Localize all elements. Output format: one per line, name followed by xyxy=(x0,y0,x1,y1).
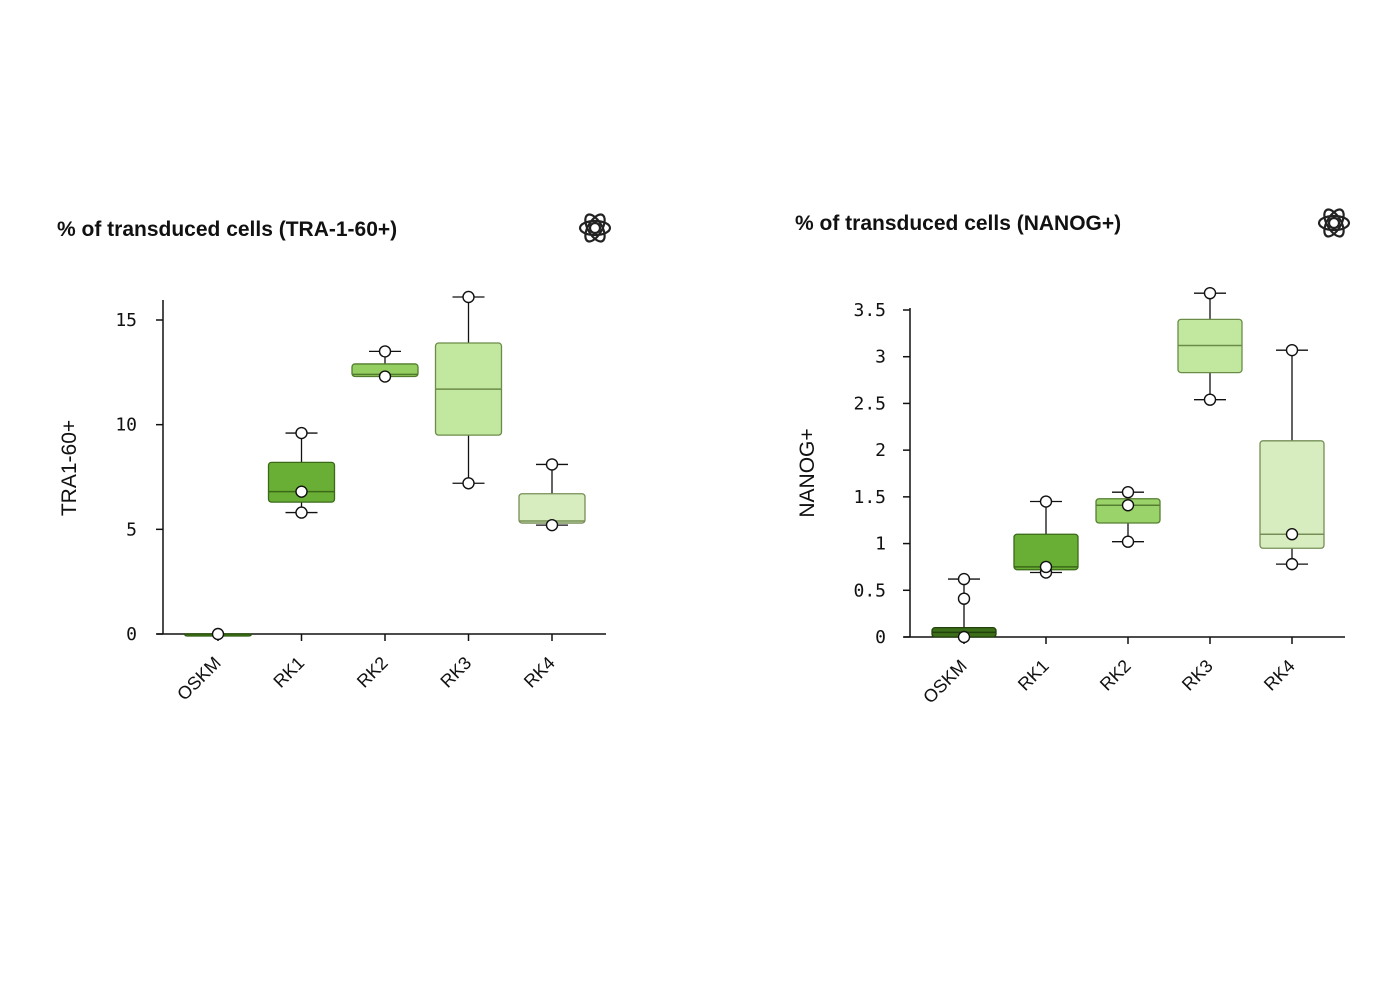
y-axis-label: NANOG+ xyxy=(796,428,819,517)
data-point xyxy=(957,592,971,605)
y-tick-label: 3.5 xyxy=(853,300,886,321)
y-tick-label: 1 xyxy=(875,534,886,555)
data-point xyxy=(462,290,475,304)
chart-title: % of transduced cells (NANOG+) xyxy=(795,212,1121,235)
data-point xyxy=(378,345,392,358)
openai-logo-icon xyxy=(1317,208,1351,238)
data-point xyxy=(545,458,559,471)
box-rk2 xyxy=(351,345,419,383)
x-tick-label: RK1 xyxy=(269,653,308,692)
data-point xyxy=(1285,557,1299,571)
data-point xyxy=(1121,535,1135,548)
x-tick-label: RK3 xyxy=(1178,656,1217,695)
x-tick-label: RK4 xyxy=(1260,656,1299,695)
box-rk4 xyxy=(1259,343,1325,571)
chart-nanog: % of transduced cells (NANOG+) NANOG+ 00… xyxy=(795,208,1351,708)
openai-logo-icon xyxy=(578,213,612,243)
data-point xyxy=(1039,495,1053,508)
x-tick-label: OSKM xyxy=(919,656,971,708)
x-tick-label: RK2 xyxy=(1096,656,1135,695)
box-oskm xyxy=(931,572,997,644)
chart-tra160: % of transduced cells (TRA-1-60+) TRA1-6… xyxy=(57,213,612,705)
data-point xyxy=(1039,560,1053,574)
data-point xyxy=(957,630,971,644)
y-tick-label: 10 xyxy=(115,415,137,436)
y-tick-label: 15 xyxy=(115,310,137,331)
y-tick-label: 2 xyxy=(875,440,886,461)
box-rk2 xyxy=(1095,485,1161,548)
data-point xyxy=(211,627,225,641)
x-tick-label: RK1 xyxy=(1014,656,1053,695)
data-point xyxy=(378,370,392,383)
y-tick-label: 1.5 xyxy=(853,487,886,508)
y-tick-label: 0 xyxy=(875,627,886,648)
data-point xyxy=(295,426,308,440)
plot-area: 0 5 10 15 OSKM RK1 RK2 RK3 RK4 xyxy=(115,290,606,705)
chart-title: % of transduced cells (TRA-1-60+) xyxy=(57,218,397,241)
data-point xyxy=(295,506,308,519)
data-point xyxy=(1203,393,1217,406)
box-rk3 xyxy=(1177,286,1243,406)
data-point xyxy=(1285,343,1299,357)
y-tick-label: 3 xyxy=(875,347,886,368)
x-tick-label: RK2 xyxy=(353,653,392,692)
data-point xyxy=(1285,528,1299,541)
box-body xyxy=(518,493,586,524)
data-point xyxy=(957,572,971,586)
x-tick-label: OSKM xyxy=(173,653,225,705)
y-tick-label: 0.5 xyxy=(853,580,886,601)
y-tick-label: 0 xyxy=(126,624,137,645)
box-body xyxy=(1259,440,1325,549)
y-tick-label: 2.5 xyxy=(853,393,886,414)
data-point xyxy=(1121,499,1135,512)
box-rk1 xyxy=(267,426,336,519)
y-tick-label: 5 xyxy=(126,519,137,540)
box-oskm xyxy=(184,627,252,641)
data-point xyxy=(1203,286,1217,300)
data-point xyxy=(295,485,308,498)
data-point xyxy=(1121,485,1135,499)
box-rk3 xyxy=(434,290,503,490)
data-point xyxy=(545,518,559,532)
data-point xyxy=(462,477,475,490)
y-axis-label: TRA1-60+ xyxy=(58,420,81,516)
x-tick-label: RK4 xyxy=(520,653,559,692)
plot-area: 0 0.5 1 1.5 2 2.5 3 3.5 OSKM RK1 RK2 RK3 RK4 xyxy=(853,286,1345,708)
x-tick-label: RK3 xyxy=(436,653,475,692)
box-rk1 xyxy=(1013,495,1079,579)
box-rk4 xyxy=(518,458,586,532)
